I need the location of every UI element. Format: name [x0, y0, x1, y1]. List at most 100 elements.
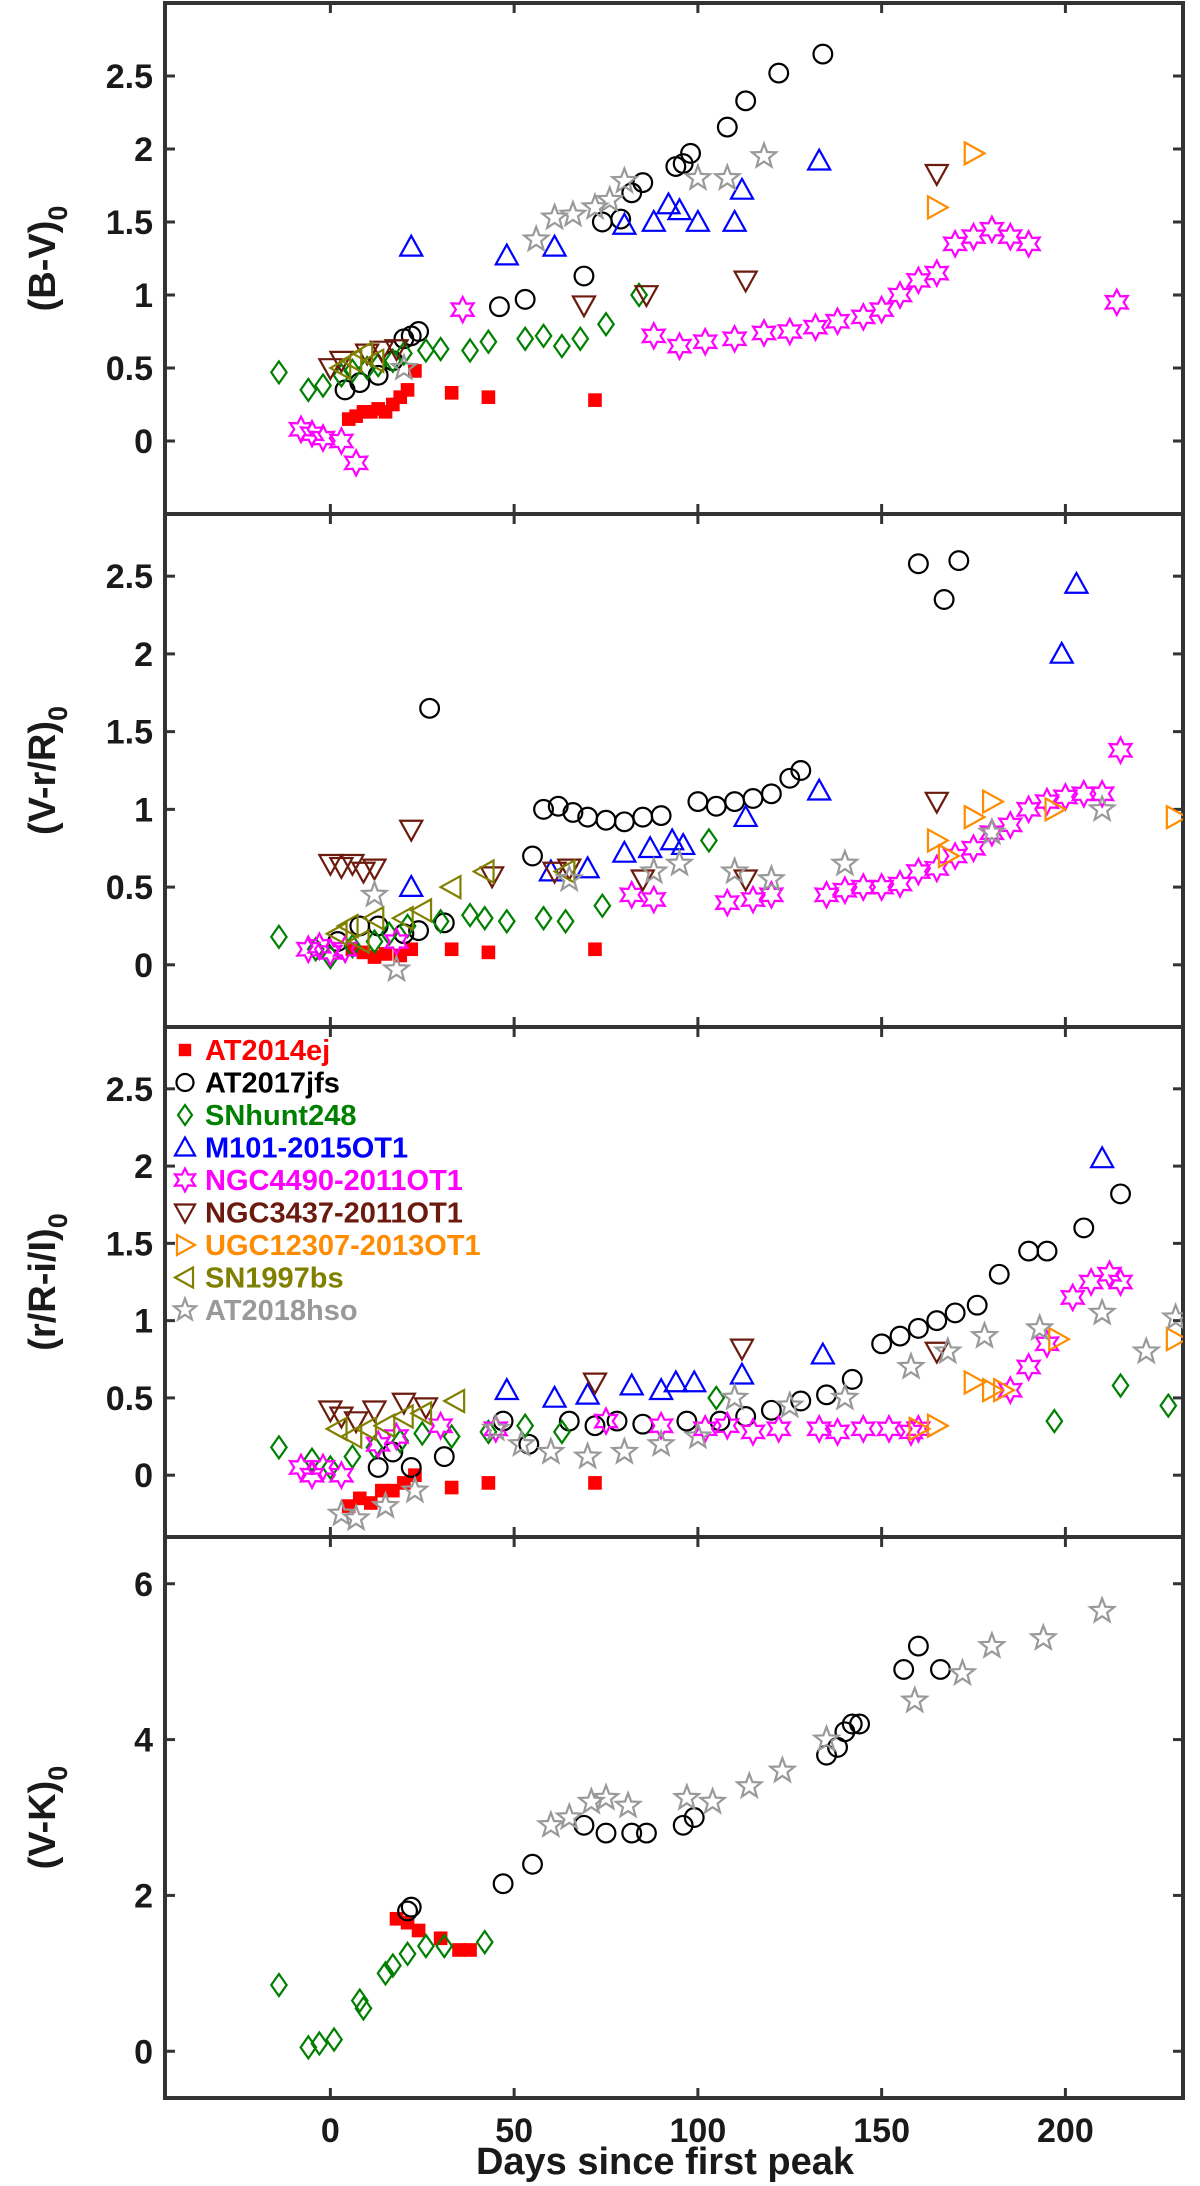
data-point: [404, 942, 419, 957]
y-tick-label: 1: [134, 1303, 153, 1341]
data-point: [947, 1657, 978, 1687]
data-point: [595, 1822, 617, 1844]
legend-label: NGC3437-2011OT1: [205, 1198, 463, 1230]
data-point: [363, 1496, 378, 1510]
data-point: [721, 208, 748, 232]
data-point: [471, 858, 495, 885]
data-point: [359, 879, 390, 908]
series-ugc12307-2013ot1: [926, 788, 1183, 869]
panel-3-y-axis-title: (r/R-i/I)0: [22, 1213, 73, 1350]
data-point: [400, 1457, 422, 1478]
data-point: [400, 1896, 422, 1918]
data-point: [328, 355, 352, 381]
data-point: [444, 1480, 459, 1495]
data-point: [482, 1413, 509, 1444]
data-point: [295, 934, 322, 965]
data-point: [534, 322, 553, 349]
x-axis-title: Days since first peak: [476, 2141, 855, 2183]
data-point: [719, 855, 750, 885]
legend-marker: [178, 1043, 192, 1057]
data-point: [809, 1341, 836, 1365]
data-point: [868, 871, 895, 903]
data-point: [378, 947, 393, 961]
series-snhunt248: [269, 1372, 1178, 1481]
data-point: [997, 1375, 1024, 1406]
x-tick-label: 0: [321, 2112, 340, 2150]
data-point: [963, 804, 987, 831]
y-tick-label: 0: [134, 947, 153, 985]
legend-label: NGC4490-2011OT1: [205, 1165, 463, 1197]
y-tick-label: 2.5: [106, 1071, 153, 1109]
data-point: [354, 1995, 373, 2022]
y-tick-label: 0.5: [106, 869, 153, 907]
data-point: [593, 892, 612, 919]
data-point: [632, 1413, 654, 1435]
data-point: [350, 861, 377, 885]
data-point: [926, 1412, 951, 1439]
data-point: [516, 325, 535, 352]
data-point: [824, 306, 851, 337]
y-tick-label: 0: [134, 423, 153, 461]
data-point: [408, 1400, 433, 1427]
y-tick-label: 0: [134, 1457, 153, 1495]
data-point: [571, 295, 597, 319]
data-point: [969, 1320, 1000, 1349]
data-point: [514, 288, 536, 310]
data-point: [309, 1452, 337, 1483]
data-point: [552, 333, 571, 360]
data-point: [1089, 778, 1116, 809]
data-point: [365, 1434, 384, 1461]
legend-label: UGC12307-2013OT1: [205, 1230, 481, 1262]
data-point: [729, 1361, 755, 1385]
data-point: [376, 1960, 395, 1987]
y-axis-title-main: (r/R-i/I): [22, 1228, 64, 1350]
data-point: [342, 447, 370, 478]
data-point: [516, 1412, 535, 1439]
legend-marker: [175, 1072, 195, 1093]
data-point: [779, 767, 801, 789]
x-tick-label: 200: [1037, 2112, 1094, 2150]
data-point: [431, 336, 450, 362]
legend-marker: [171, 1295, 199, 1322]
data-point: [707, 1384, 726, 1411]
series-at2017jfs: [334, 43, 834, 401]
data-point: [672, 1814, 694, 1836]
data-point: [346, 928, 370, 955]
data-point: [367, 950, 382, 964]
data-point: [929, 1659, 951, 1680]
data-point: [317, 1400, 344, 1424]
data-point: [1165, 1326, 1183, 1353]
data-point: [889, 1325, 911, 1347]
data-point: [670, 831, 697, 856]
data-point: [398, 873, 425, 897]
data-point: [588, 942, 602, 957]
data-point: [350, 340, 374, 367]
series-ugc12307-2013ot1: [908, 1326, 1183, 1442]
x-tick-label: 50: [495, 2112, 533, 2150]
series-at2014ej: [341, 364, 602, 426]
data-point: [610, 208, 632, 230]
data-point: [442, 1388, 466, 1414]
data-point: [841, 1713, 863, 1735]
data-point: [1087, 1595, 1118, 1624]
data-point: [438, 874, 462, 900]
data-point: [692, 1413, 719, 1444]
y-tick-label: 2: [134, 636, 153, 674]
y-tick-label: 1.5: [106, 714, 153, 752]
data-point: [397, 1900, 419, 1922]
data-point: [328, 425, 355, 457]
data-point: [479, 328, 498, 355]
data-point: [298, 418, 326, 449]
data-point: [926, 827, 951, 854]
y-axis-title-main: (V-r/R): [22, 721, 64, 835]
data-point: [335, 913, 359, 939]
data-point: [760, 783, 782, 805]
data-point: [480, 1413, 511, 1442]
data-point: [932, 1335, 963, 1365]
data-point: [324, 1415, 348, 1442]
series-ngc4490-2011ot1: [287, 1259, 1134, 1491]
data-point: [326, 1498, 357, 1527]
data-point: [811, 1723, 842, 1753]
data-point: [966, 1294, 988, 1316]
data-point: [742, 788, 764, 809]
